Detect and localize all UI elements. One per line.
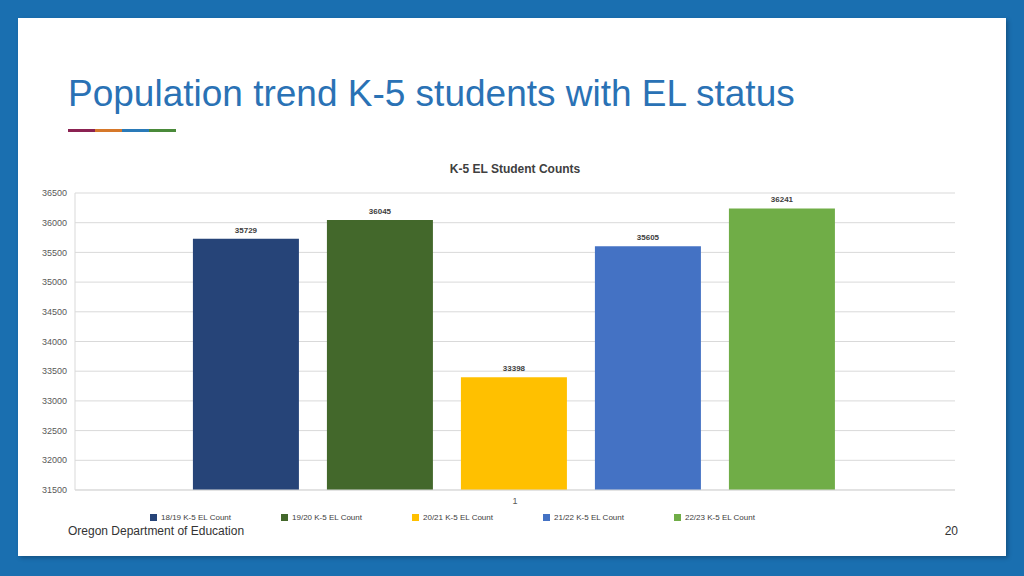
svg-text:33000: 33000	[42, 396, 67, 406]
html-text:Oregon Department of Education: Oregon Department of Education	[68, 524, 245, 538]
svg-text:36241: 36241	[771, 195, 794, 204]
svg-text:1: 1	[512, 496, 517, 506]
svg-text:34000: 34000	[42, 337, 67, 347]
svg-text:35729: 35729	[235, 226, 258, 235]
html-text:19/20 K-5 EL Count: 19/20 K-5 EL Count	[292, 513, 362, 522]
svg-text:36500: 36500	[42, 188, 67, 198]
svg-text:32000: 32000	[42, 455, 67, 465]
svg-text:33398: 33398	[503, 364, 526, 373]
svg-text:33500: 33500	[42, 366, 67, 376]
svg-text:34500: 34500	[42, 307, 67, 317]
svg-text:36000: 36000	[42, 218, 67, 228]
svg-text:36045: 36045	[369, 207, 392, 216]
html-text:K-5 EL Student Counts: K-5 EL Student Counts	[449, 162, 581, 176]
html-text:Population trend K-5 students: Population trend K-5 students with EL st…	[68, 73, 795, 114]
svg-text:35605: 35605	[637, 233, 660, 242]
svg-text:32500: 32500	[42, 426, 67, 436]
svg-text:31500: 31500	[42, 485, 67, 495]
html-text:20/21 K-5 EL Count: 20/21 K-5 EL Count	[423, 513, 493, 522]
html-text:21/22 K-5 EL Count: 21/22 K-5 EL Count	[554, 513, 624, 522]
html-text:22/23 K-5 EL Count: 22/23 K-5 EL Count	[685, 513, 755, 522]
svg-text:35000: 35000	[42, 277, 67, 287]
html-text:20: 20	[944, 524, 958, 538]
html-text:18/19 K-5 EL Count: 18/19 K-5 EL Count	[161, 513, 231, 522]
svg-text:35500: 35500	[42, 248, 67, 258]
